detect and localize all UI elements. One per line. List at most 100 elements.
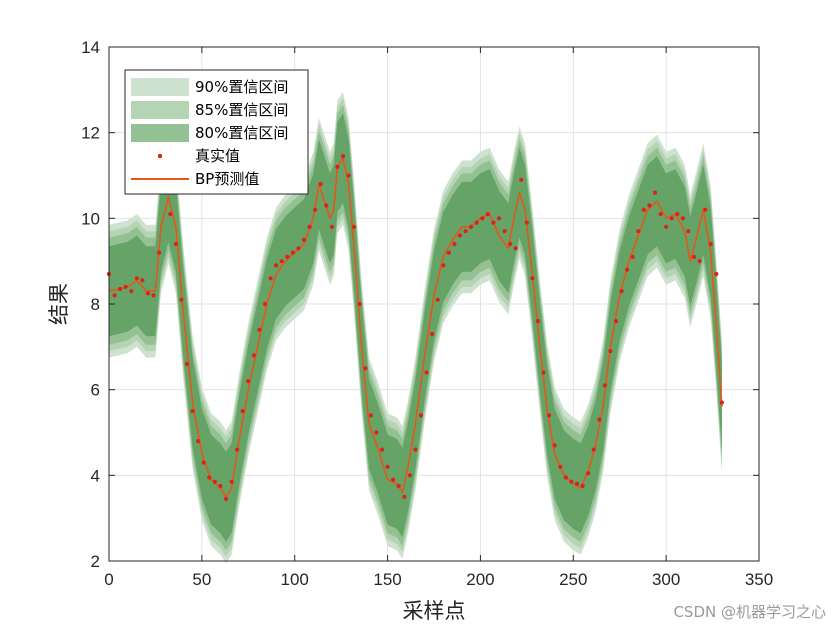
actual-point <box>329 224 334 229</box>
watermark-text: CSDN @机器学习之心 <box>673 603 826 621</box>
actual-point <box>374 430 379 435</box>
y-tick-label: 4 <box>91 466 100 485</box>
actual-point <box>335 164 340 169</box>
actual-point <box>157 250 162 255</box>
actual-point <box>703 207 708 212</box>
actual-point <box>140 278 145 283</box>
actual-point <box>658 212 663 217</box>
actual-point <box>257 327 262 332</box>
actual-point <box>357 301 362 307</box>
actual-point <box>463 229 468 234</box>
legend-swatch-band <box>131 101 189 119</box>
actual-point <box>474 220 479 225</box>
actual-point <box>346 173 351 178</box>
actual-point <box>647 203 652 208</box>
legend-swatch-band <box>131 124 189 142</box>
actual-point <box>513 246 518 251</box>
actual-point <box>652 190 658 195</box>
actual-point <box>407 473 412 478</box>
actual-point <box>190 409 195 414</box>
actual-point <box>340 154 346 159</box>
actual-point <box>268 276 273 281</box>
actual-point <box>535 319 541 324</box>
actual-point <box>218 483 223 489</box>
legend-label: 85%置信区间 <box>195 101 288 119</box>
actual-point <box>151 293 156 298</box>
actual-point <box>134 276 139 281</box>
actual-point <box>296 246 301 251</box>
series <box>106 154 725 501</box>
actual-point <box>586 471 591 476</box>
actual-point <box>223 496 229 501</box>
actual-point <box>307 224 312 229</box>
actual-point <box>424 370 429 375</box>
actual-point <box>664 224 669 229</box>
actual-point <box>491 220 496 225</box>
actual-point <box>675 212 680 217</box>
legend-label: 真实值 <box>195 147 240 165</box>
actual-point <box>235 447 240 452</box>
legend-swatch-dot <box>157 153 163 159</box>
actual-point <box>457 233 463 238</box>
y-axis-label: 结果 <box>47 283 71 325</box>
actual-point <box>145 291 151 296</box>
actual-point <box>402 494 407 499</box>
actual-point <box>179 297 184 302</box>
x-tick-label: 150 <box>373 570 401 589</box>
actual-point <box>368 413 373 418</box>
actual-point <box>262 301 268 307</box>
y-tick-label: 8 <box>91 295 100 314</box>
actual-point <box>379 447 385 452</box>
actual-point <box>396 483 401 489</box>
actual-point <box>569 479 574 484</box>
x-tick-label: 100 <box>281 570 309 589</box>
predicted-line <box>108 157 723 498</box>
actual-point <box>279 259 284 264</box>
legend-label: 90%置信区间 <box>195 78 288 96</box>
actual-point <box>574 481 580 486</box>
actual-point <box>602 383 608 388</box>
actual-point <box>196 439 201 444</box>
actual-point <box>246 379 251 384</box>
actual-point <box>714 271 719 277</box>
actual-point <box>129 289 134 294</box>
actual-point <box>480 216 485 221</box>
legend-label: 80%置信区间 <box>195 124 288 142</box>
actual-point <box>201 460 206 465</box>
y-tick-label: 2 <box>91 552 100 571</box>
y-tick-label: 14 <box>81 38 100 57</box>
actual-point <box>418 413 424 418</box>
x-axis-label: 采样点 <box>403 599 466 623</box>
actual-point <box>524 220 530 225</box>
actual-point <box>502 229 507 234</box>
actual-point <box>669 216 674 221</box>
actual-point <box>719 400 725 405</box>
actual-point <box>123 284 128 289</box>
actual-point <box>686 229 691 234</box>
actual-point <box>229 479 234 484</box>
y-tick-label: 6 <box>91 381 100 400</box>
actual-point <box>608 349 613 354</box>
actual-point <box>118 286 123 292</box>
actual-point <box>413 447 418 452</box>
actual-point <box>212 479 217 484</box>
actual-point <box>385 464 390 469</box>
x-tick-label: 250 <box>559 570 587 589</box>
actual-point <box>558 464 563 469</box>
actual-point <box>708 241 713 247</box>
actual-point <box>352 224 357 229</box>
actual-point <box>435 297 440 302</box>
actual-point <box>591 447 596 452</box>
actual-point <box>251 353 256 358</box>
actual-point <box>630 254 635 259</box>
actual-point <box>112 293 117 298</box>
confidence-band-core <box>109 113 722 542</box>
confidence-bands <box>109 92 722 564</box>
actual-point <box>274 263 279 268</box>
x-tick-label: 50 <box>192 570 211 589</box>
actual-point <box>324 203 329 208</box>
actual-point <box>301 237 307 242</box>
actual-point <box>530 276 535 281</box>
